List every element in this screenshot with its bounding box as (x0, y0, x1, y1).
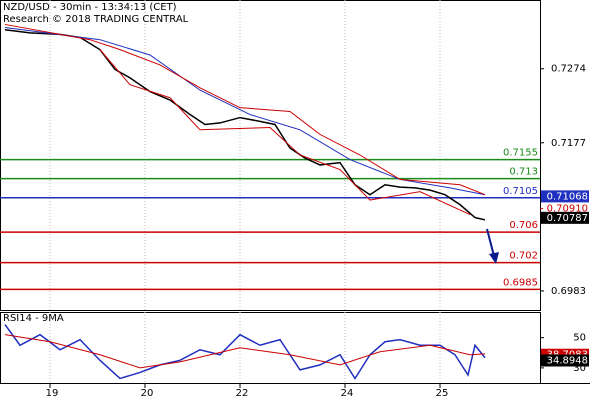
price-tag-label: 0.71068 (547, 191, 588, 202)
series-line (4, 334, 486, 369)
series-line (4, 29, 486, 221)
series-line (4, 26, 486, 196)
chart-title: NZD/USD - 30min - 13:34:13 (CET) (3, 2, 177, 13)
price-tag-label: 0.70787 (547, 213, 588, 224)
x-tick-label: 20 (141, 388, 154, 399)
chart-subtitle: Research © 2018 TRADING CENTRAL (3, 14, 189, 25)
price-tag-box (541, 190, 589, 203)
y-tick-label: 0.6983 (551, 286, 586, 297)
price-tag-label: 34.8948 (547, 355, 588, 366)
forecast-arrow-head (489, 252, 499, 264)
y-tick-label: 0.7177 (551, 138, 586, 149)
price-tag-box (541, 354, 589, 367)
level-label: 0.6985 (503, 277, 538, 288)
x-tick-label: 19 (46, 388, 59, 399)
x-tick-label: 24 (341, 388, 354, 399)
level-label: 0.706 (509, 220, 538, 231)
x-tick-label: 25 (436, 388, 449, 399)
series-line (4, 23, 486, 196)
price-tag-box (541, 211, 589, 224)
series-line (99, 49, 471, 216)
level-label: 0.713 (509, 167, 538, 178)
y-tick-label: 50 (573, 333, 586, 344)
level-label: 0.7105 (503, 186, 538, 197)
y-tick-label: 0.7274 (551, 64, 586, 75)
price-tag-label: 0.70910 (547, 203, 588, 214)
x-tick-label: 22 (236, 388, 249, 399)
level-label: 0.702 (509, 251, 538, 262)
y-tick-label: 30 (573, 363, 586, 374)
forecast-arrow (486, 228, 495, 257)
rsi-title: RSI14 - 9MA (3, 313, 64, 324)
price-panel (0, 0, 541, 311)
level-label: 0.7155 (503, 148, 538, 159)
